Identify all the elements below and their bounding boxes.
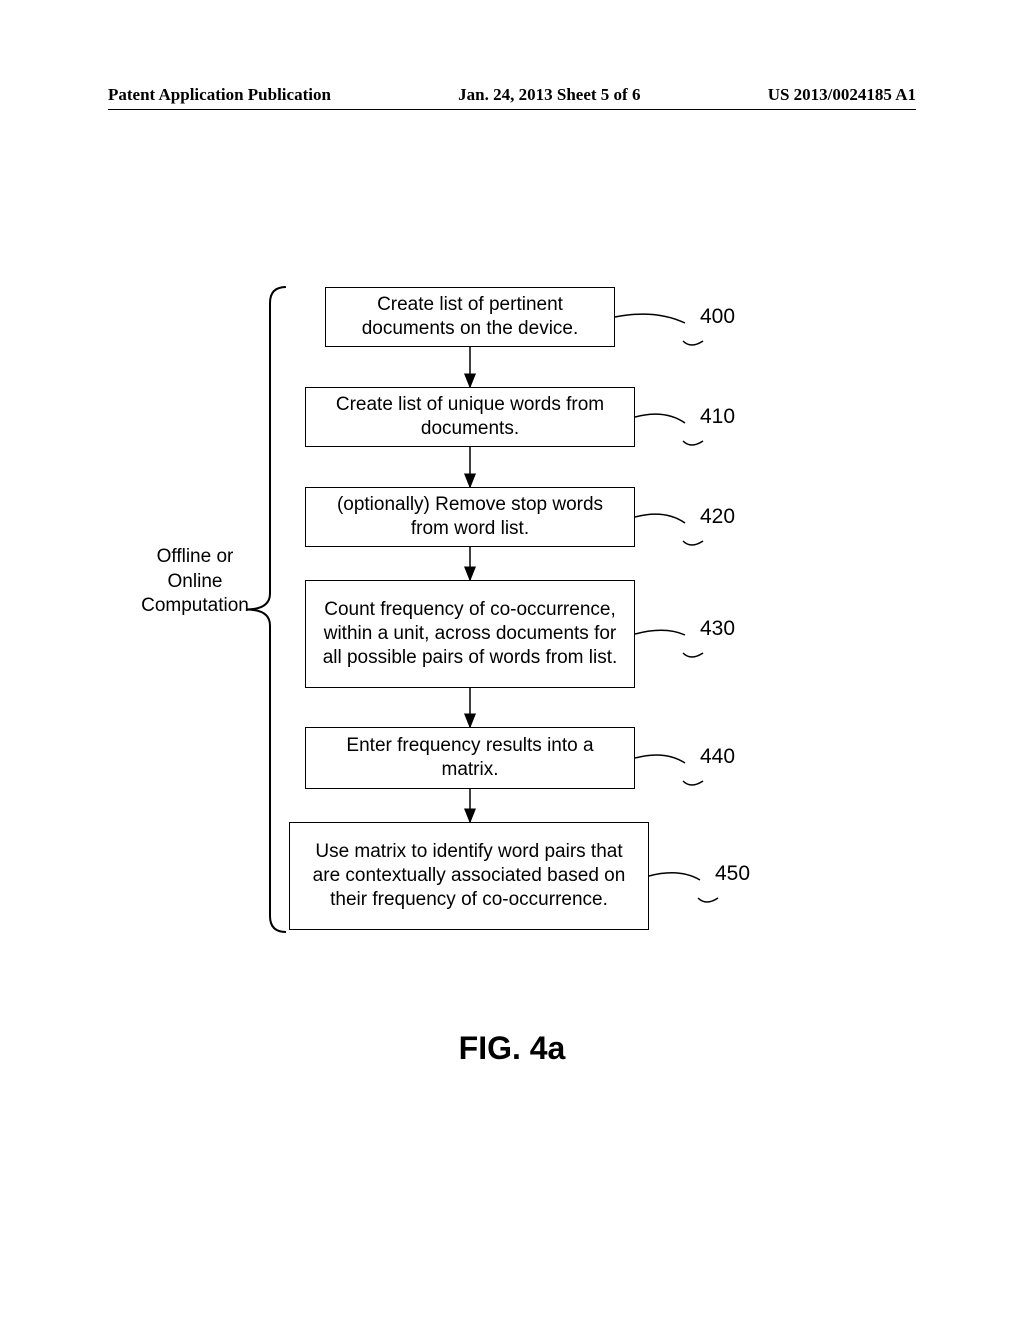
header-divider bbox=[108, 109, 916, 110]
side-label-line3: Computation bbox=[141, 595, 249, 616]
page-header: Patent Application Publication Jan. 24, … bbox=[108, 85, 916, 105]
flow-box-400: Create list of pertinent documents on th… bbox=[325, 287, 615, 347]
side-label-line2: Online bbox=[168, 571, 223, 592]
ref-label-450: 450 bbox=[715, 862, 750, 886]
flow-box-420: (optionally) Remove stop words from word… bbox=[305, 487, 635, 547]
header-center-text: Jan. 24, 2013 Sheet 5 of 6 bbox=[458, 85, 640, 105]
ref-label-430: 430 bbox=[700, 617, 735, 641]
ref-label-420: 420 bbox=[700, 505, 735, 529]
figure-caption: FIG. 4a bbox=[0, 1030, 1024, 1067]
ref-label-400: 400 bbox=[700, 305, 735, 329]
flow-box-440: Enter frequency results into a matrix. bbox=[305, 727, 635, 789]
header-left-text: Patent Application Publication bbox=[108, 85, 331, 105]
flow-box-450: Use matrix to identify word pairs that a… bbox=[289, 822, 649, 930]
ref-label-410: 410 bbox=[700, 405, 735, 429]
flow-box-430: Count frequency of co-occurrence, within… bbox=[305, 580, 635, 688]
side-label-line1: Offline or bbox=[157, 546, 234, 567]
ref-label-440: 440 bbox=[700, 745, 735, 769]
header-right-text: US 2013/0024185 A1 bbox=[768, 85, 916, 105]
flow-box-410: Create list of unique words from documen… bbox=[305, 387, 635, 447]
